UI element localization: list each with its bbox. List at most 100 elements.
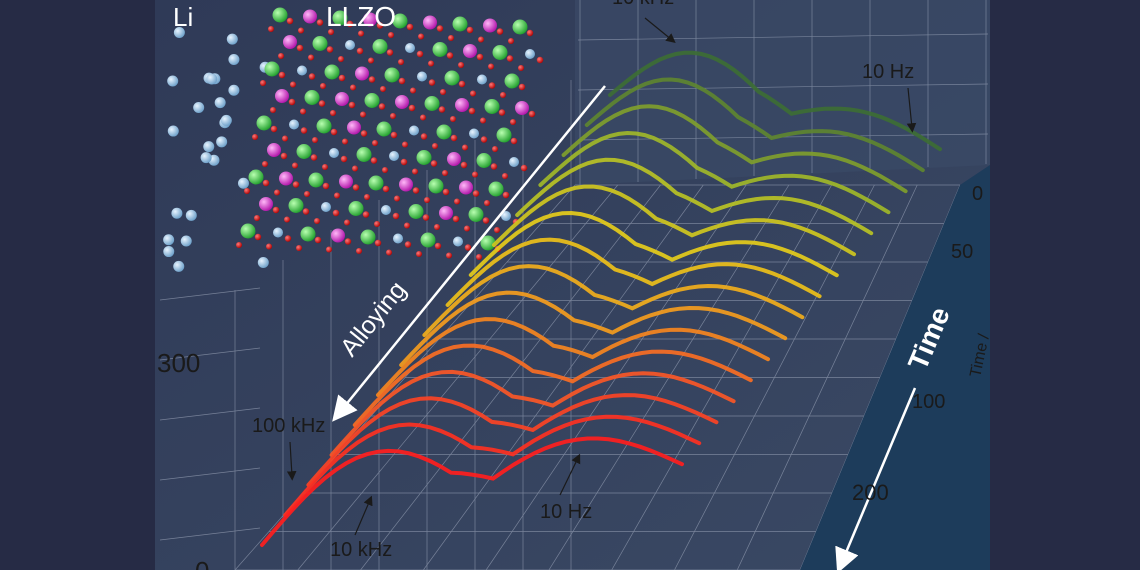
llzo-label: LLZO [326, 1, 396, 32]
oxygen-atom [266, 243, 272, 250]
oxygen-atom [364, 194, 370, 200]
zr-atom [436, 124, 452, 140]
la-atom [259, 197, 273, 211]
oxygen-atom [308, 54, 314, 61]
la-atom [515, 101, 529, 115]
zr-atom [408, 204, 424, 219]
oxygen-atom [286, 17, 294, 25]
zr-atom [420, 232, 436, 248]
z-tick: 0 [195, 556, 209, 570]
oxygen-atom [448, 35, 454, 41]
oxygen-atom [236, 242, 242, 248]
oxygen-atom [408, 104, 416, 112]
la-atom [267, 143, 281, 157]
oxygen-atom [328, 29, 334, 35]
oxygen-atom [322, 182, 330, 190]
oxygen-atom [502, 173, 508, 179]
zr-atom [392, 13, 408, 29]
oxygen-atom [528, 110, 536, 118]
oxygen-atom [412, 187, 420, 194]
oxygen-atom [292, 181, 300, 188]
time-axis-strip [800, 165, 990, 570]
zr-atom [384, 67, 400, 83]
oxygen-atom [434, 224, 440, 230]
li-atom [453, 236, 463, 247]
oxygen-atom [418, 33, 424, 40]
li-atom [203, 141, 215, 153]
li-atom [237, 177, 249, 189]
li-atom [173, 27, 185, 39]
oxygen-atom [280, 152, 288, 160]
li-atom [525, 49, 535, 59]
oxygen-atom [344, 219, 350, 226]
oxygen-atom [476, 254, 482, 260]
zr-atom [372, 39, 388, 54]
oxygen-atom [398, 77, 406, 85]
la-atom [447, 152, 461, 166]
oxygen-atom [352, 184, 360, 191]
li-atom [297, 65, 307, 76]
impedance-curve [329, 369, 736, 457]
oxygen-atom [458, 80, 466, 88]
zr-atom [416, 150, 432, 165]
oxygen-atom [292, 162, 298, 169]
oxygen-atom [278, 53, 284, 59]
oxygen-atom [330, 110, 336, 116]
llzo-crystal-atoms [163, 7, 544, 272]
oxygen-atom [398, 59, 404, 65]
la-atom [423, 15, 437, 30]
oxygen-atom [312, 137, 318, 143]
li-atom [381, 205, 391, 215]
impedance-curve [561, 104, 908, 194]
oxygen-atom [262, 161, 268, 167]
oxygen-atom [510, 119, 516, 125]
li-atom [214, 97, 226, 109]
li-atom [389, 151, 399, 161]
oxygen-atom [300, 108, 306, 115]
zr-atom [424, 96, 440, 111]
oxygen-atom [460, 161, 468, 169]
li-atom [185, 209, 197, 221]
li-atom [417, 71, 427, 82]
zr-atom [300, 226, 316, 242]
oxygen-atom [526, 29, 534, 37]
freq-label-top-low: 10 Hz [862, 61, 914, 83]
la-atom [363, 12, 377, 27]
oxygen-atom [342, 138, 348, 145]
oxygen-atom [510, 137, 518, 145]
zr-atom [368, 175, 384, 191]
oxygen-atom [406, 23, 414, 31]
oxygen-atom [318, 100, 326, 107]
oxygen-atom [244, 188, 250, 194]
zr-atom [256, 115, 272, 131]
oxygen-atom [326, 246, 332, 253]
li-atom [220, 114, 232, 126]
la-atom [283, 35, 297, 49]
li-atom [405, 43, 415, 53]
oxygen-atom [346, 20, 354, 28]
oxygen-atom [262, 179, 270, 187]
oxygen-atom [464, 225, 470, 232]
oxygen-atom [374, 239, 382, 247]
zr-atom [316, 118, 332, 134]
zr-atom [304, 90, 320, 105]
li-atom [167, 75, 179, 87]
zr-atom [504, 73, 520, 89]
oxygen-atom [352, 165, 358, 172]
oxygen-atom [282, 135, 288, 142]
freq-pointer [354, 495, 373, 536]
oxygen-atom [314, 218, 320, 224]
impedance-curve [445, 237, 822, 307]
li-atom [345, 40, 355, 50]
oxygen-atom [308, 73, 316, 80]
alloying-arrow [332, 85, 606, 422]
oxygen-atom [270, 125, 278, 133]
oxygen-atom [412, 168, 418, 175]
li-atom [173, 260, 185, 272]
oxygen-atom [476, 53, 484, 61]
oxygen-atom [402, 141, 408, 148]
zr-atom [312, 36, 328, 51]
impedance-curve [468, 210, 839, 278]
freq-pointer [559, 453, 581, 496]
zr-atom [348, 201, 364, 216]
